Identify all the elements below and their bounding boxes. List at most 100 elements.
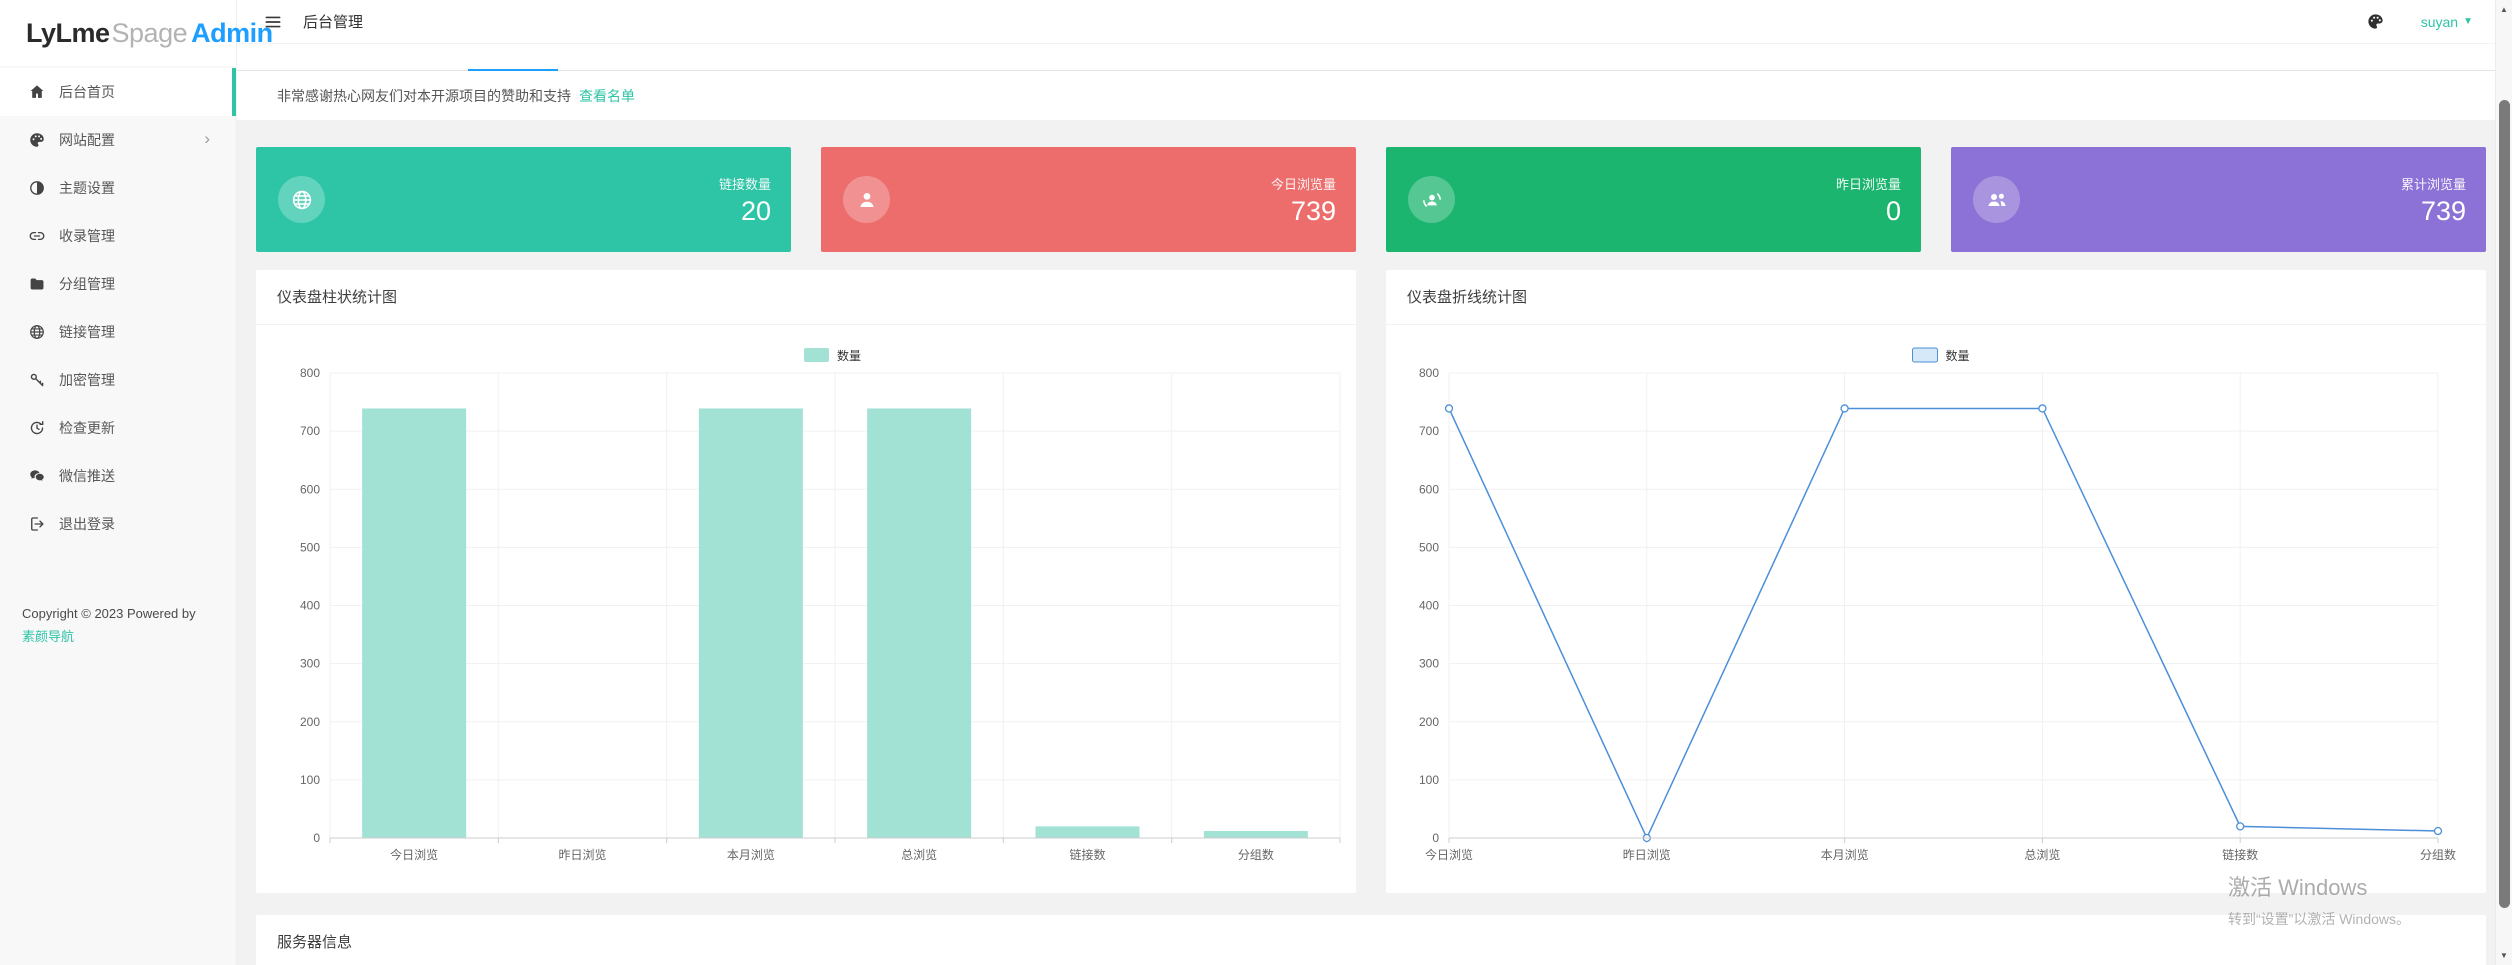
y-axis-tick-label: 200	[1419, 715, 1439, 729]
legend-swatch	[804, 348, 829, 362]
sidebar-item-label: 链接管理	[59, 324, 115, 340]
user-sync-icon	[1408, 176, 1455, 223]
x-axis-tick-label: 链接数	[1069, 847, 1105, 862]
legend-label: 数量	[1946, 348, 1970, 363]
server-info-title: 服务器信息	[277, 934, 353, 951]
stat-card-label: 昨日浏览量	[1835, 177, 1901, 192]
sidebar-item-logout[interactable]: 退出登录	[0, 500, 236, 548]
main-content: 链接数量 20 今日浏览量 739 昨日浏览量 0 累计浏览量 739 仪表盘柱状统计图 0 1…	[237, 120, 2495, 965]
top-navbar: 后台管理 suyan ▼	[237, 0, 2495, 44]
notice-bar: 非常感谢热心网友们对本开源项目的赞助和支持 查看名单	[237, 71, 2495, 120]
stat-card-1: 链接数量 20	[256, 147, 791, 252]
tab-strip[interactable]	[237, 44, 2495, 71]
link-icon	[28, 227, 46, 245]
hamburger-menu-icon[interactable]	[263, 12, 283, 32]
y-axis-tick-label: 300	[300, 657, 320, 671]
user-icon	[843, 176, 890, 223]
sidebar-item-label: 主题设置	[59, 180, 115, 196]
bar-chart-svg[interactable]: 0 100 200 300 400 500 600 700 800 今日浏览 昨日浏览 本月浏览 总浏览…	[256, 325, 1356, 893]
stat-card-label: 今日浏览量	[1270, 177, 1336, 192]
sidebar-item-home[interactable]: 后台首页	[0, 68, 236, 116]
y-axis-tick-label: 400	[1419, 599, 1439, 613]
caret-down-icon: ▼	[2463, 16, 2473, 27]
y-axis-tick-label: 200	[300, 715, 320, 729]
logout-icon	[28, 515, 46, 533]
sidebar-item-label: 加密管理	[59, 372, 115, 388]
sidebar-item-label: 退出登录	[59, 516, 115, 532]
y-axis-tick-label: 100	[300, 773, 320, 787]
copyright-text: Copyright © 2023 Powered by	[22, 606, 196, 621]
globe-icon	[278, 176, 325, 223]
x-axis-tick-label: 分组数	[1238, 847, 1274, 862]
update-icon	[28, 419, 46, 437]
bar-本月浏览	[698, 408, 803, 838]
x-axis-tick-label: 本月浏览	[1821, 847, 1869, 862]
scrollbar-thumb[interactable]	[2499, 100, 2510, 908]
scroll-down-arrow-icon[interactable]: ▼	[2500, 951, 2508, 960]
stat-card-value: 20	[740, 196, 771, 226]
bar-chart-panel: 仪表盘柱状统计图 0 100 200 300 400 500 600 700 800 今日浏览 昨日…	[256, 270, 1356, 893]
vertical-scrollbar[interactable]: ▲ ▼	[2495, 0, 2512, 965]
y-axis-tick-label: 500	[300, 540, 320, 554]
sidebar-item-update[interactable]: 检查更新	[0, 404, 236, 452]
scroll-up-arrow-icon[interactable]: ▲	[2500, 5, 2508, 14]
chevron-right-icon: ›	[204, 129, 210, 148]
sidebar-item-theme[interactable]: 主题设置	[0, 164, 236, 212]
brand-part-lylme: LyLme	[26, 17, 110, 48]
sidebar-item-label: 检查更新	[59, 420, 115, 436]
data-line	[1448, 407, 2439, 840]
x-axis-tick-label: 本月浏览	[727, 847, 775, 862]
legend[interactable]: 数量	[804, 348, 861, 363]
folder-icon	[28, 275, 46, 293]
legend[interactable]: 数量	[1912, 347, 1970, 363]
stat-card-value: 739	[2420, 196, 2466, 226]
stat-cards-row: 链接数量 20 今日浏览量 739 昨日浏览量 0 累计浏览量 739	[256, 147, 2486, 252]
y-axis-tick-label: 100	[1419, 773, 1439, 787]
sidebar-item-folder[interactable]: 分组管理	[0, 260, 236, 308]
brand-part-spage: Spage	[111, 17, 188, 48]
brand-logo[interactable]: LyLme Spage Admin	[0, 0, 273, 66]
sidebar-item-palette[interactable]: 网站配置 ›	[0, 116, 236, 164]
legend-swatch	[1912, 347, 1938, 363]
stat-card-3: 昨日浏览量 0	[1386, 147, 1921, 252]
y-axis-tick-label: 600	[1419, 482, 1439, 496]
notice-text: 非常感谢热心网友们对本开源项目的赞助和支持	[277, 87, 571, 104]
sidebar-item-key[interactable]: 加密管理	[0, 356, 236, 404]
sidebar-item-wechat[interactable]: 微信推送	[0, 452, 236, 500]
data-point-链接数	[2236, 822, 2245, 831]
stat-card-4: 累计浏览量 739	[1951, 147, 2486, 252]
x-axis-tick-label: 今日浏览	[390, 847, 438, 862]
active-tab-indicator	[468, 69, 558, 71]
copyright-link[interactable]: 素颜导航	[22, 629, 75, 644]
globe-icon	[28, 323, 46, 341]
notice-link[interactable]: 查看名单	[579, 87, 635, 104]
line-chart-svg[interactable]: 0 100 200 300 400 500 600 700 800 今日浏览 昨日浏览 本月浏览 总浏览…	[1386, 325, 2486, 893]
stat-card-2: 今日浏览量 739	[821, 147, 1356, 252]
data-point-本月浏览	[1840, 404, 1849, 413]
x-axis-tick-label: 分组数	[2420, 847, 2456, 862]
y-axis-tick-label: 800	[300, 366, 320, 380]
line-chart-panel: 仪表盘折线统计图 0 100 200 300 400 500 600 700 800 今日浏览 昨日…	[1386, 270, 2486, 893]
palette-icon	[28, 131, 46, 149]
key-icon	[28, 371, 46, 389]
server-info-panel: 服务器信息	[256, 915, 2486, 965]
y-axis-tick-label: 700	[300, 424, 320, 438]
users-icon	[1973, 176, 2020, 223]
sidebar-item-label: 分组管理	[59, 276, 115, 292]
legend-label: 数量	[837, 348, 861, 363]
x-axis-tick-label: 链接数	[2222, 847, 2258, 862]
y-axis-tick-label: 0	[1432, 831, 1439, 845]
sidebar-item-label: 网站配置	[59, 132, 115, 148]
user-dropdown[interactable]: suyan ▼	[2421, 14, 2473, 30]
home-icon	[28, 83, 46, 101]
username: suyan	[2420, 13, 2459, 30]
theme-icon	[28, 179, 46, 197]
y-axis-tick-label: 0	[313, 831, 320, 845]
bar-今日浏览	[362, 408, 467, 838]
sidebar-item-globe[interactable]: 链接管理	[0, 308, 236, 356]
y-axis-tick-label: 600	[300, 482, 320, 496]
sidebar-item-link[interactable]: 收录管理	[0, 212, 236, 260]
y-axis-tick-label: 500	[1419, 540, 1439, 554]
theme-palette-icon[interactable]	[2366, 12, 2385, 31]
